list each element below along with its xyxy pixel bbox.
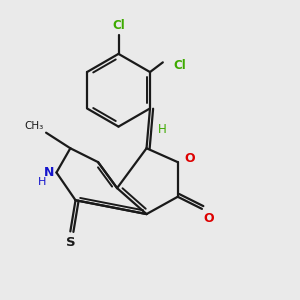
Text: O: O <box>184 152 195 165</box>
Text: CH₃: CH₃ <box>24 121 43 130</box>
Text: O: O <box>204 212 214 225</box>
Text: H: H <box>38 177 46 187</box>
Text: Cl: Cl <box>112 20 125 32</box>
Text: Cl: Cl <box>173 58 186 72</box>
Text: H: H <box>158 122 167 136</box>
Text: N: N <box>44 166 55 179</box>
Text: S: S <box>65 236 75 249</box>
